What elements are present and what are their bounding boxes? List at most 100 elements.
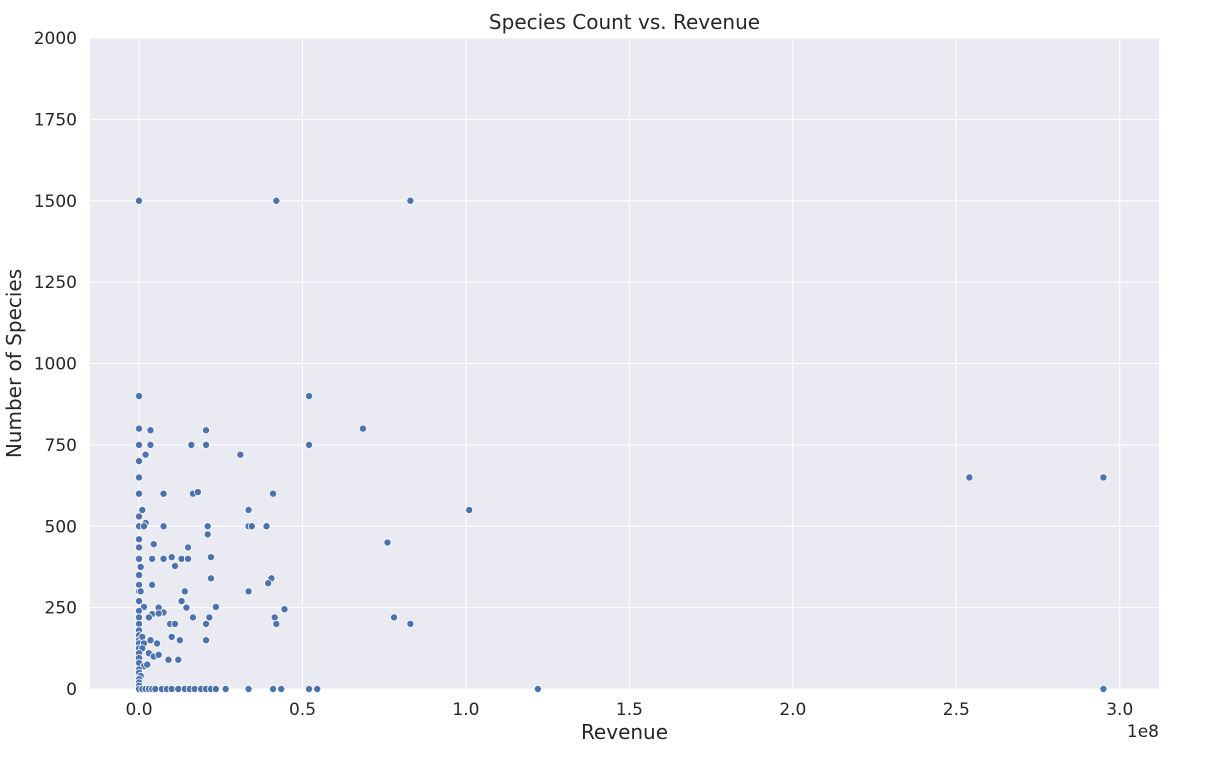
data-point: [164, 655, 173, 664]
data-point: [269, 489, 278, 498]
y-tick-label: 750: [45, 436, 77, 456]
data-point: [244, 587, 253, 596]
data-point: [193, 488, 202, 497]
data-point: [154, 609, 163, 618]
data-point: [383, 538, 392, 547]
data-point: [280, 605, 289, 614]
data-point: [188, 613, 197, 622]
data-point: [138, 632, 147, 641]
x-tick-label: 2.5: [943, 700, 970, 720]
data-point: [533, 685, 542, 694]
data-point: [202, 440, 211, 449]
data-point: [141, 450, 150, 459]
data-point: [149, 540, 158, 549]
data-point: [146, 636, 155, 645]
data-point: [244, 505, 253, 514]
data-point: [406, 619, 415, 628]
data-point: [174, 655, 183, 664]
data-point: [269, 685, 278, 694]
data-point: [180, 587, 189, 596]
data-point: [264, 579, 273, 588]
y-tick-label: 250: [45, 599, 77, 619]
data-point: [167, 632, 176, 641]
x-tick-label: 3.0: [1106, 700, 1133, 720]
data-point: [177, 597, 186, 606]
data-point: [313, 685, 322, 694]
data-point: [135, 392, 144, 401]
data-point: [159, 489, 168, 498]
y-tick-label: 500: [45, 517, 77, 537]
data-point: [154, 650, 163, 659]
data-point: [305, 440, 314, 449]
data-point: [135, 473, 144, 482]
data-point: [221, 685, 230, 694]
data-point: [203, 530, 212, 539]
data-point: [151, 685, 160, 694]
data-point: [202, 636, 211, 645]
y-tick-label: 1750: [34, 110, 77, 130]
x-tick-labels: 0.0 0.5 1.0 1.5 2.0 2.5 3.0: [126, 700, 1134, 720]
data-point: [184, 554, 193, 563]
data-point: [244, 685, 253, 694]
data-point: [144, 613, 153, 622]
data-point: [146, 440, 155, 449]
data-point: [206, 574, 215, 583]
data-point: [170, 561, 179, 570]
data-point: [205, 613, 214, 622]
data-point: [135, 424, 144, 433]
y-axis-title: Number of Species: [2, 269, 26, 458]
chart-title: Species Count vs. Revenue: [489, 10, 760, 34]
data-point: [465, 505, 474, 514]
data-point: [175, 636, 184, 645]
data-point: [203, 522, 212, 531]
y-tick-label: 1000: [34, 355, 77, 375]
data-point: [174, 685, 183, 694]
data-point: [135, 543, 144, 552]
data-point: [135, 571, 144, 580]
data-point: [135, 554, 144, 563]
data-point: [202, 619, 211, 628]
data-point: [136, 587, 145, 596]
data-point: [206, 553, 215, 562]
data-points: [135, 196, 1108, 694]
data-point: [135, 440, 144, 449]
data-point: [159, 554, 168, 563]
data-point: [277, 685, 286, 694]
x-axis-offset-label: 1e8: [1127, 722, 1159, 742]
data-point: [358, 424, 367, 433]
data-point: [1099, 685, 1108, 694]
data-point: [270, 613, 279, 622]
data-point: [177, 554, 186, 563]
y-tick-label: 0: [66, 680, 77, 700]
y-tick-label: 1500: [34, 192, 77, 212]
x-tick-label: 0.5: [289, 700, 316, 720]
x-tick-label: 1.5: [616, 700, 643, 720]
data-point: [143, 660, 152, 669]
data-point: [190, 685, 199, 694]
data-point: [167, 685, 176, 694]
data-point: [305, 392, 314, 401]
data-point: [139, 522, 148, 531]
x-tick-label: 1.0: [452, 700, 479, 720]
x-tick-label: 0.0: [126, 700, 153, 720]
y-tick-labels: 0 250 500 750 1000 1250 1500 1750 2000: [34, 29, 77, 700]
data-point: [170, 619, 179, 628]
data-point: [262, 522, 271, 531]
data-point: [135, 489, 144, 498]
data-point: [135, 457, 144, 466]
data-point: [184, 543, 193, 552]
data-point: [148, 580, 157, 589]
data-point: [247, 522, 256, 531]
data-point: [390, 613, 399, 622]
data-point: [236, 450, 245, 459]
data-point: [135, 196, 144, 205]
data-point: [305, 685, 314, 694]
grid-lines: [90, 37, 1159, 690]
y-tick-label: 1250: [34, 273, 77, 293]
data-point: [146, 426, 155, 435]
data-point: [1099, 473, 1108, 482]
data-point: [406, 196, 415, 205]
data-point: [182, 603, 191, 612]
data-point: [136, 562, 145, 571]
